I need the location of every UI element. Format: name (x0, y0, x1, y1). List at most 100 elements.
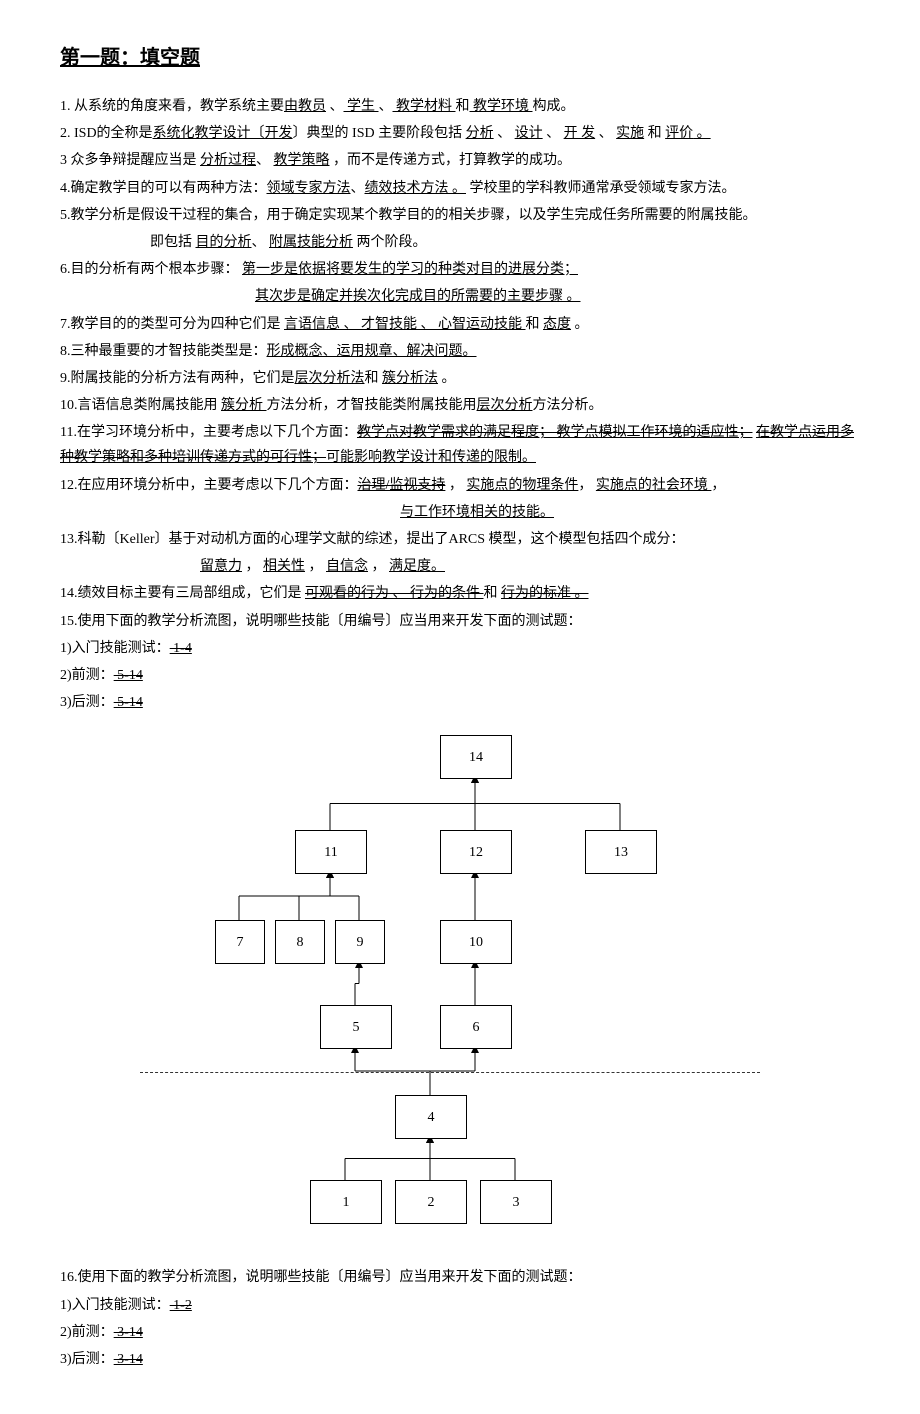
q5-suffix: 两个阶段。 (353, 235, 427, 250)
q9-mid: 和 (365, 371, 383, 386)
q4-prefix: 4.确定教学目的可以有两种方法： (60, 181, 267, 196)
q13-s1: ， (242, 559, 263, 574)
q2-blank-6: 评价 (665, 126, 693, 141)
flowchart-node-14: 14 (440, 735, 512, 779)
question-5: 5.教学分析是假设干过程的集合，用于确定实现某个教学目的的相关步骤，以及学生完成… (60, 203, 860, 228)
q5-blank-2: 附属技能分析 (269, 235, 353, 250)
q7-suffix: 。 (571, 317, 589, 332)
flowchart-node-13: 13 (585, 830, 657, 874)
q1-blank-1: 由教员 (284, 99, 326, 114)
q14-blank-1: 可观看的行为 、 (305, 586, 407, 601)
question-2: 2. ISD的全称是系统化教学设计〔开发〕典型的 ISD 主要阶段包括 分析 、… (60, 121, 860, 146)
q7-blank-3: 心智运动技能 (435, 317, 526, 332)
q15-a3: 5-14 (114, 695, 143, 710)
q5-line2a: 即包括 (150, 235, 196, 250)
q13-s2: ， (305, 559, 326, 574)
q16-a3: 3-14 (114, 1352, 143, 1367)
q10-blank-1: 簇分析 (221, 398, 267, 413)
q7-blank-2: 才智技能 、 (358, 317, 435, 332)
q1-suffix: 构成。 (533, 99, 575, 114)
q16-item-3: 3)后测： 3-14 (60, 1347, 860, 1372)
question-6: 6.目的分析有两个根本步骤： 第一步是依据将要发生的学习的种类对目的进展分类； (60, 257, 860, 282)
question-6-line2: 其次步是确定并挨次化完成目的所需要的主要步骤 。 (60, 284, 860, 309)
q10-blank-2: 层次分析 (477, 398, 533, 413)
question-5-line2: 即包括 目的分析、 附属技能分析 两个阶段。 (60, 230, 860, 255)
q16-item-2: 2)前测： 3-14 (60, 1320, 860, 1345)
flowchart-node-8: 8 (275, 920, 325, 964)
flowchart-node-5: 5 (320, 1005, 392, 1049)
q2-s1: 、 (494, 126, 515, 141)
flowchart-node-6: 6 (440, 1005, 512, 1049)
q2-blank-4: 开 发 (564, 126, 596, 141)
q2-suffix: 。 (693, 126, 711, 141)
q10-suffix: 方法分析。 (533, 398, 603, 413)
q9-suffix: 。 (438, 371, 456, 386)
q1-prefix: 1. 从系统的角度来看，教学系统主要 (60, 99, 284, 114)
q5-line1: 5.教学分析是假设干过程的集合，用于确定实现某个教学目的的相关步骤，以及学生完成… (60, 208, 757, 223)
question-13: 13.科勒〔Keller〕基于对动机方面的心理学文献的综述，提出了ARCS 模型… (60, 527, 860, 552)
q2-mid: 〕典型的 ISD 主要阶段包括 (293, 126, 466, 141)
q15-l2: 2)前测： (60, 668, 114, 683)
q15-l3: 3)后测： (60, 695, 114, 710)
flowchart-node-12: 12 (440, 830, 512, 874)
q1-blank-2: 学生 (344, 99, 379, 114)
q3-blank-2: 教学策略 (274, 153, 330, 168)
q12-blank-2: 实施点的物理条件 (466, 478, 578, 493)
q15-a1: 1-4 (170, 641, 192, 656)
q9-blank-2: 簇分析法 (382, 371, 438, 386)
q15-l1: 1)入门技能测试： (60, 641, 170, 656)
q13-line1: 13.科勒〔Keller〕基于对动机方面的心理学文献的综述，提出了ARCS 模型… (60, 532, 685, 547)
q1-blank-4: 教学环境 (470, 99, 533, 114)
q12-blank-4: 与工作环境相关的技能。 (400, 505, 554, 520)
question-3: 3 众多争辩提醒应当是 分析过程、 教学策略 ，而不是传递方式，打算教学的成功。 (60, 148, 860, 173)
q14-blank-2: 行为的条件 (407, 586, 484, 601)
q3-mid1: 、 (256, 153, 274, 168)
q1-blank-3: 教学材料 (393, 99, 456, 114)
q7-blank-4: 态度 (543, 317, 571, 332)
q2-prefix: 2. ISD的全称是 (60, 126, 153, 141)
flowchart-node-9: 9 (335, 920, 385, 964)
analysis-flowchart: 1411121378910564123 (140, 735, 760, 1235)
q4-mid: 、 (351, 181, 365, 196)
q2-s4: 和 (644, 126, 665, 141)
q1-sep1: 、 (326, 99, 344, 114)
q13-s3: ， (368, 559, 389, 574)
q3-prefix: 3 众多争辩提醒应当是 (60, 153, 200, 168)
q16-item-1: 1)入门技能测试： 1-2 (60, 1293, 860, 1318)
q15-item-3: 3)后测： 5-14 (60, 690, 860, 715)
q2-s3: 、 (595, 126, 616, 141)
question-9: 9.附属技能的分析方法有两种，它们是层次分析法和 簇分析法 。 (60, 366, 860, 391)
q5-blank-1: 目的分析 (196, 235, 252, 250)
q12-s1: ， (445, 478, 466, 493)
q1-sep2: 、 (379, 99, 393, 114)
q12-s3: ， (711, 478, 725, 493)
q13-blank-2: 相关性 (263, 559, 305, 574)
q1-sep3: 和 (456, 99, 470, 114)
q15-item-2: 2)前测： 5-14 (60, 663, 860, 688)
q15-item-1: 1)入门技能测试： 1-4 (60, 636, 860, 661)
question-12-line2: 与工作环境相关的技能。 (60, 500, 860, 525)
q16-a1: 1-2 (170, 1298, 192, 1313)
q11-blank-1: 教学点对教学需求的满足程度； (357, 425, 553, 440)
q3-suffix: ，而不是传递方式，打算教学的成功。 (330, 153, 572, 168)
question-14: 14.绩效目标主要有三局部组成，它们是 可观看的行为 、 行为的条件 和 行为的… (60, 581, 860, 606)
flowchart-node-10: 10 (440, 920, 512, 964)
q8-prefix: 8.三种最重要的才智技能类型是： (60, 344, 267, 359)
flowchart-node-7: 7 (215, 920, 265, 964)
q7-blank-1: 言语信息 、 (284, 317, 358, 332)
q7-mid: 和 (526, 317, 544, 332)
q8-blank-1: 形成概念、运用规章、解决问题。 (267, 344, 477, 359)
q16-l2: 2)前测： (60, 1325, 114, 1340)
page-title: 第一题：填空题 (60, 40, 860, 76)
q14-mid: 和 (484, 586, 502, 601)
q4-suffix: 学校里的学科教师通常承受领域专家方法。 (466, 181, 736, 196)
q2-blank-5: 实施 (616, 126, 644, 141)
question-7: 7.教学目的的类型可分为四种它们是 言语信息 、 才智技能 、 心智运动技能 和… (60, 312, 860, 337)
q14-blank-3: 行为的标准 。 (501, 586, 589, 601)
q12-blank-3: 实施点的社会环境 (596, 478, 712, 493)
entry-skills-divider (140, 1072, 760, 1073)
q4-blank-2: 绩效技术方法 。 (365, 181, 467, 196)
question-15: 15.使用下面的教学分析流图，说明哪些技能〔用编号〕应当用来开发下面的测试题： (60, 609, 860, 634)
flowchart-node-11: 11 (295, 830, 367, 874)
q13-blank-3: 自信念 (326, 559, 368, 574)
